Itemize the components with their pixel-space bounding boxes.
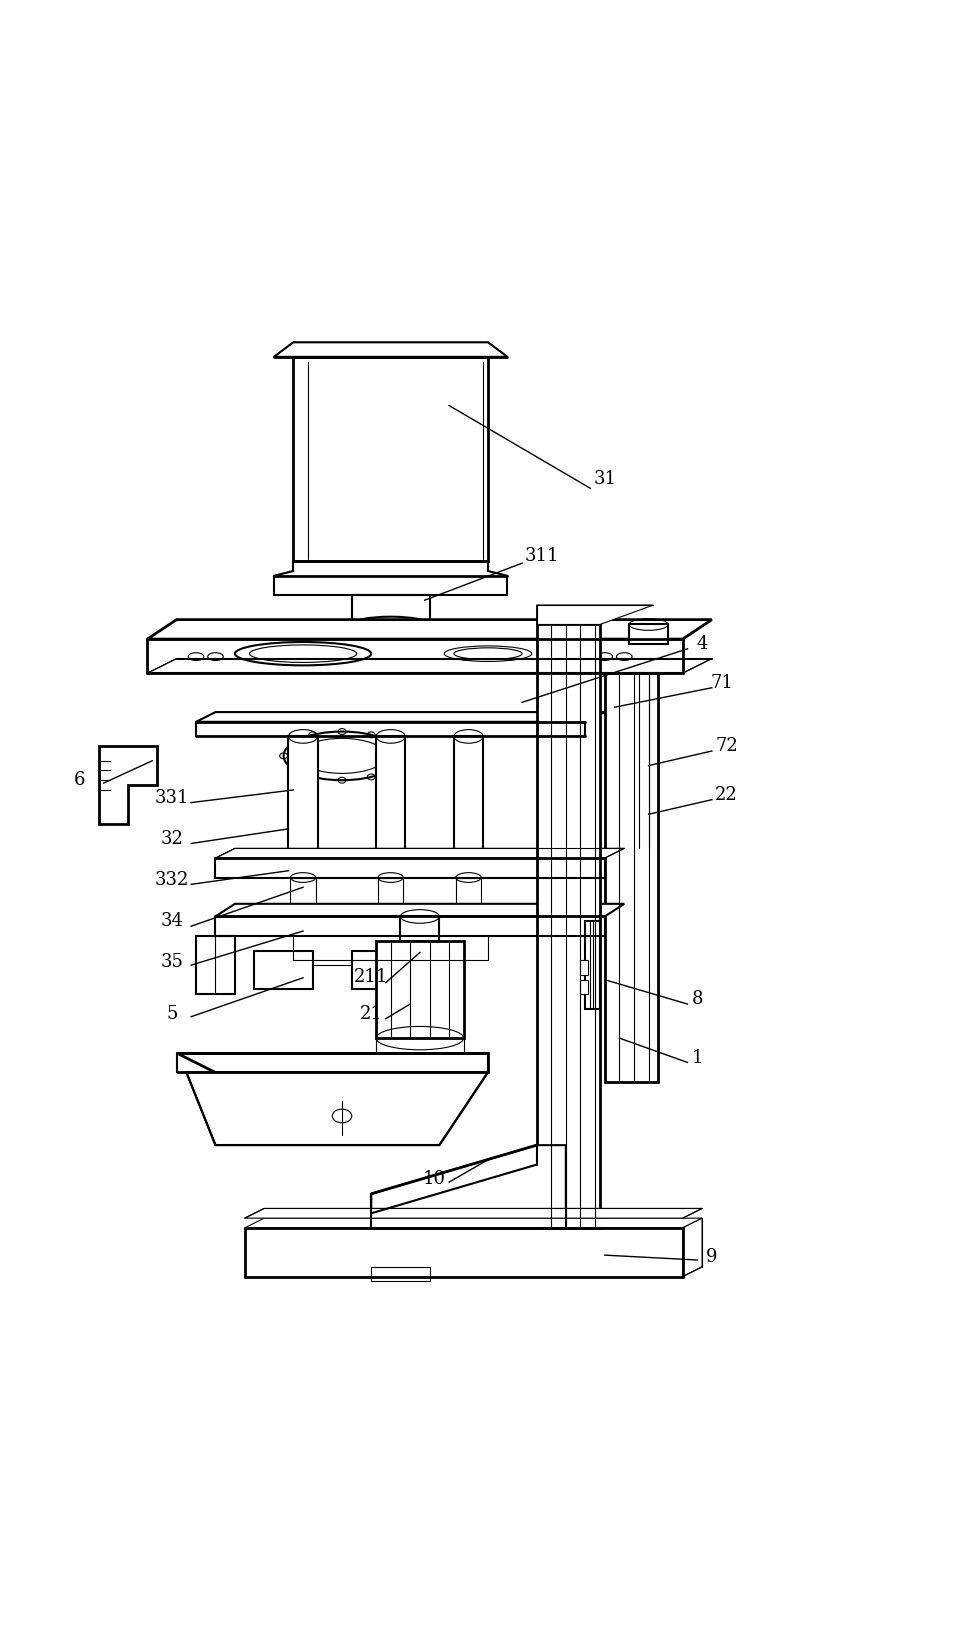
Text: 9: 9 bbox=[706, 1248, 717, 1266]
Bar bbox=[289, 737, 317, 854]
Bar bbox=[630, 625, 668, 644]
Text: 21: 21 bbox=[360, 1005, 383, 1023]
Polygon shape bbox=[147, 620, 712, 639]
Polygon shape bbox=[682, 1218, 702, 1277]
Polygon shape bbox=[216, 849, 625, 859]
Bar bbox=[351, 951, 410, 989]
Bar bbox=[351, 595, 429, 620]
Text: 311: 311 bbox=[524, 547, 559, 565]
Polygon shape bbox=[245, 1208, 702, 1218]
Polygon shape bbox=[245, 1218, 702, 1228]
Polygon shape bbox=[147, 659, 712, 672]
Bar bbox=[196, 936, 235, 994]
Text: 32: 32 bbox=[160, 829, 183, 847]
Bar bbox=[586, 921, 600, 1009]
Bar bbox=[294, 358, 488, 562]
Text: 6: 6 bbox=[73, 771, 85, 789]
Polygon shape bbox=[177, 1053, 488, 1073]
Polygon shape bbox=[196, 712, 605, 722]
Polygon shape bbox=[371, 1145, 566, 1228]
Text: 211: 211 bbox=[354, 967, 388, 986]
Text: 5: 5 bbox=[166, 1005, 178, 1023]
Bar bbox=[378, 877, 403, 916]
Bar bbox=[454, 737, 483, 854]
Bar bbox=[581, 979, 589, 994]
Polygon shape bbox=[99, 747, 157, 824]
Text: 34: 34 bbox=[160, 913, 183, 931]
Text: 35: 35 bbox=[160, 953, 183, 971]
Bar bbox=[376, 737, 405, 854]
Text: 332: 332 bbox=[154, 872, 189, 890]
Text: 10: 10 bbox=[423, 1170, 446, 1188]
Bar bbox=[630, 672, 659, 849]
Polygon shape bbox=[537, 605, 654, 625]
Text: 1: 1 bbox=[691, 1048, 703, 1066]
Bar bbox=[456, 877, 481, 916]
Bar bbox=[537, 625, 600, 1228]
Bar bbox=[400, 916, 439, 941]
Bar bbox=[371, 1267, 429, 1282]
Text: 72: 72 bbox=[715, 737, 738, 755]
Text: 4: 4 bbox=[697, 634, 708, 653]
Text: 22: 22 bbox=[715, 786, 738, 804]
Polygon shape bbox=[216, 903, 625, 916]
Bar bbox=[291, 877, 316, 916]
Bar bbox=[605, 672, 659, 1081]
Bar bbox=[581, 961, 589, 976]
Bar bbox=[376, 941, 464, 1038]
Text: 331: 331 bbox=[154, 789, 189, 808]
Polygon shape bbox=[274, 343, 508, 358]
Text: 8: 8 bbox=[691, 990, 703, 1009]
Polygon shape bbox=[186, 1073, 488, 1145]
Bar bbox=[255, 951, 313, 989]
Text: 71: 71 bbox=[711, 674, 733, 692]
Text: 31: 31 bbox=[593, 470, 616, 488]
